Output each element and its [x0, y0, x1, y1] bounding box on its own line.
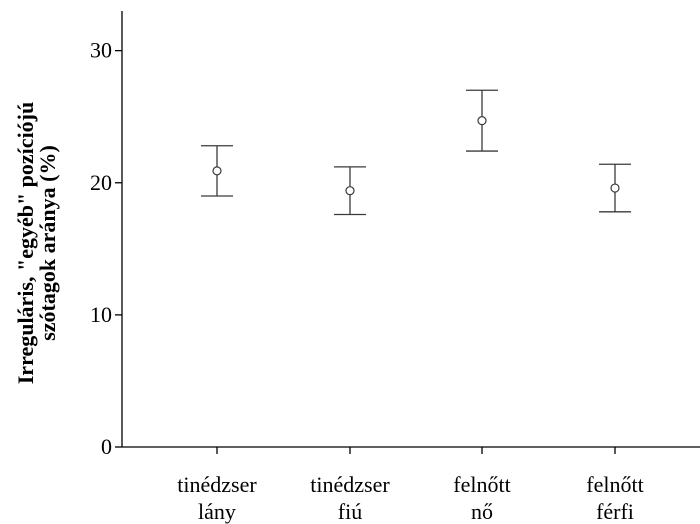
mean-marker [345, 186, 355, 196]
x-category-label: lány [198, 499, 236, 524]
error-bar-group [334, 166, 366, 216]
x-category-label: fiú [338, 499, 362, 524]
y-tick-label: 20 [90, 170, 112, 195]
x-category-label: tinédzser [310, 472, 390, 497]
error-bar-group [466, 89, 498, 152]
y-axis-title: Irreguláris, "egyéb" pozíciójú szótagok … [13, 102, 60, 385]
error-bars [201, 89, 631, 216]
x-category-label: felnőtt [453, 472, 510, 497]
y-tick-label: 10 [90, 302, 112, 327]
y-tick-label: 0 [101, 434, 112, 459]
x-axis-labels: tinédzserlánytinédzserfiúfelnőttnőfelnőt… [177, 447, 644, 524]
mean-marker [610, 183, 620, 193]
x-category-label: férfi [596, 499, 634, 524]
error-bar-group [599, 163, 631, 213]
x-category-label: nő [471, 499, 493, 524]
mean-marker [477, 116, 487, 126]
error-bar-group [201, 145, 233, 197]
y-axis-ticks: 0 10 20 30 [90, 38, 122, 459]
y-axis-title-line-1: Irreguláris, "egyéb" pozíciójú [13, 102, 38, 385]
y-tick-label: 30 [90, 38, 112, 63]
y-axis-title-line-2: szótagok aránya (%) [35, 145, 60, 341]
x-category-label: felnőtt [586, 472, 643, 497]
mean-marker [212, 166, 222, 176]
x-category-label: tinédzser [177, 472, 257, 497]
